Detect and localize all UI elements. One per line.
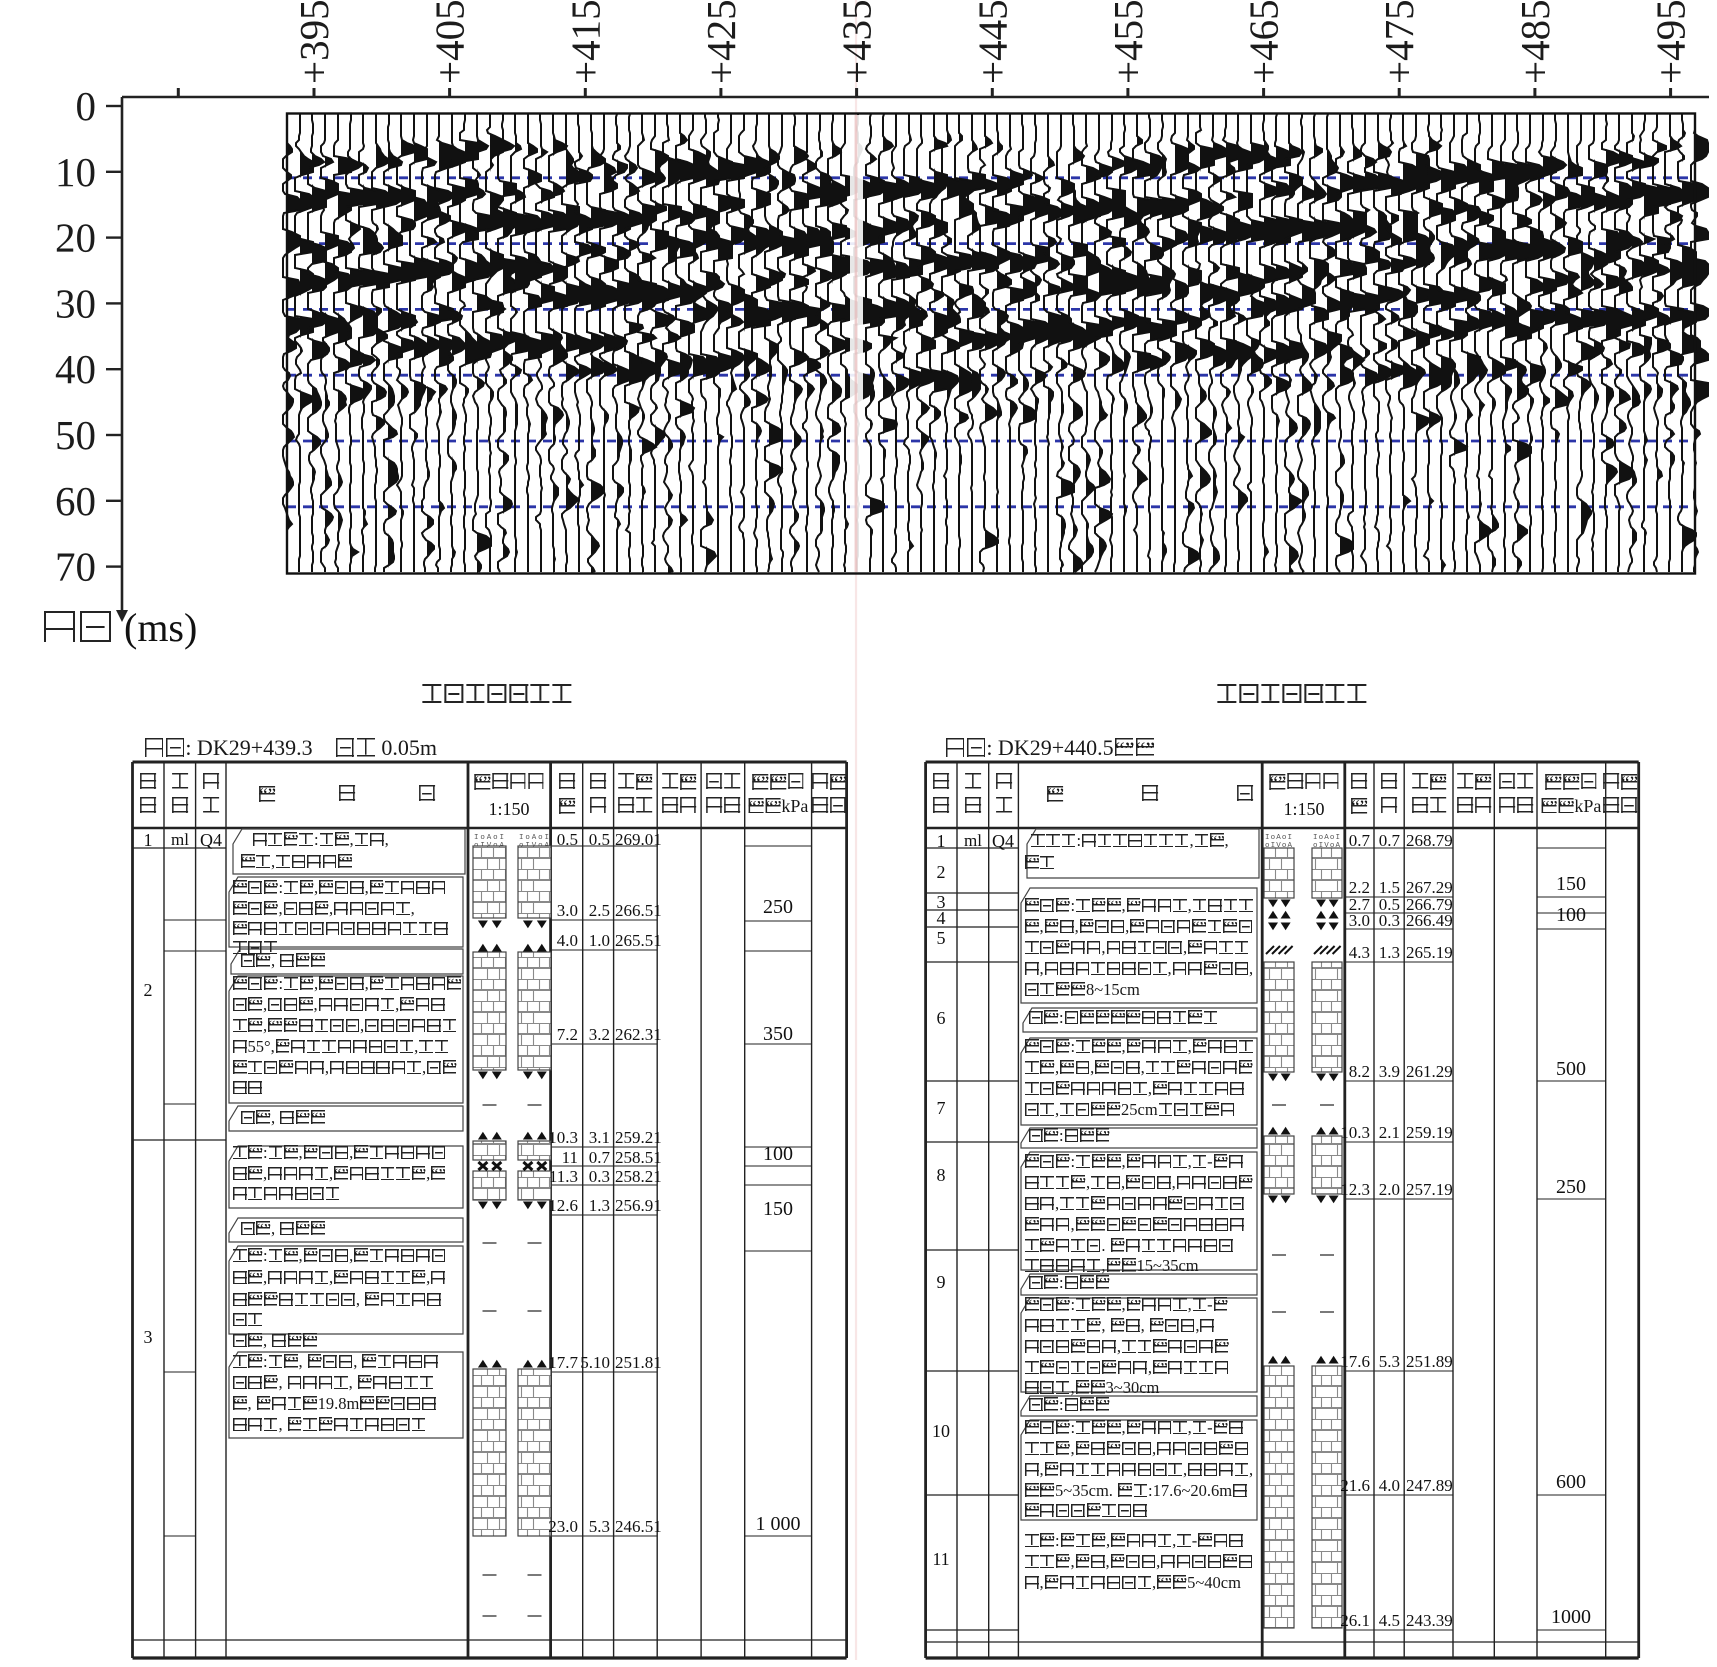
svg-text:10: 10 xyxy=(55,149,96,195)
svg-text:+445: +445 xyxy=(969,0,1015,84)
svg-text:40: 40 xyxy=(55,346,96,392)
svg-text:60: 60 xyxy=(55,478,96,524)
svg-text:IoAoI: IoAoI xyxy=(474,834,504,842)
svg-text:50: 50 xyxy=(55,412,96,458)
svg-text:+435: +435 xyxy=(834,0,880,84)
svg-text:+485: +485 xyxy=(1512,0,1558,84)
svg-text:0: 0 xyxy=(76,83,97,129)
svg-text:+495: +495 xyxy=(1648,0,1694,84)
svg-text:IoAoI: IoAoI xyxy=(519,834,549,842)
svg-text:+465: +465 xyxy=(1241,0,1287,84)
svg-text:+405: +405 xyxy=(427,0,473,84)
svg-text:IoAoI: IoAoI xyxy=(1265,834,1292,842)
svg-text:+425: +425 xyxy=(698,0,744,84)
svg-text:oIVoA: oIVoA xyxy=(1313,842,1340,850)
svg-text:IoAoI: IoAoI xyxy=(1313,834,1340,842)
svg-text:30: 30 xyxy=(55,280,96,326)
svg-text:+475: +475 xyxy=(1376,0,1422,84)
svg-text:70: 70 xyxy=(55,544,96,590)
svg-text:20: 20 xyxy=(55,215,96,261)
svg-text:+395: +395 xyxy=(291,0,337,84)
svg-text:+415: +415 xyxy=(562,0,608,84)
svg-text:+455: +455 xyxy=(1105,0,1151,84)
svg-text:oIVoA: oIVoA xyxy=(1265,842,1292,850)
